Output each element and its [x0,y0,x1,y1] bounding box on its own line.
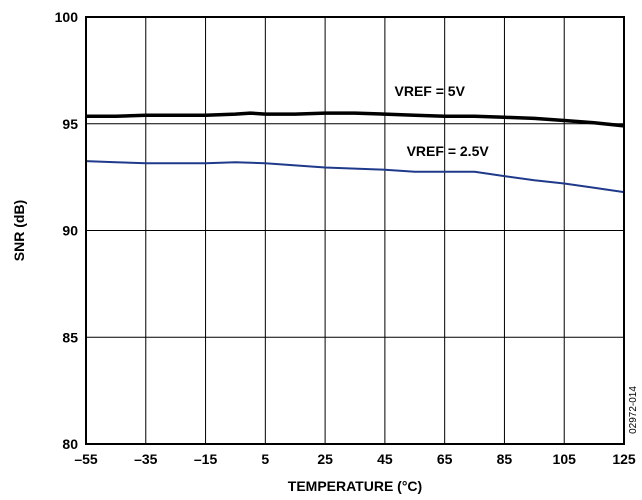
x-tick-label: 45 [377,451,393,467]
series-annotation: VREF = 5V [395,83,466,99]
x-tick-label: –15 [194,451,218,467]
y-tick-labels: 80 85 90 95 100 [55,9,79,452]
x-tick-label: 25 [317,451,333,467]
x-tick-label: 5 [261,451,269,467]
series-annotation: VREF = 2.5V [407,143,490,159]
series-line-1 [86,111,625,128]
y-tick-label: 85 [62,329,78,345]
annotations: VREF = 5V VREF = 2.5V [395,83,490,159]
series-layer [85,111,625,194]
x-tick-label: 85 [497,451,513,467]
plot-frame [85,16,625,445]
x-tick-label: 65 [437,451,453,467]
y-tick-label: 100 [55,9,79,25]
y-tick-label: 95 [62,116,78,132]
horizontal-gridlines [86,123,624,338]
x-tick-label: 125 [612,451,636,467]
series-line-2 [85,160,625,194]
x-tick-labels: –55 –35 –15 5 25 45 65 85 105 125 [74,451,636,467]
y-tick-label: 90 [62,223,78,239]
y-tick-label: 80 [62,436,78,452]
y-axis-title: SNR (dB) [11,200,27,261]
figure-code: 02972-014 [628,386,639,434]
x-axis-title: TEMPERATURE (°C) [288,478,422,494]
x-tick-label: –35 [134,451,158,467]
x-tick-label: –55 [74,451,98,467]
x-tick-label: 105 [553,451,577,467]
